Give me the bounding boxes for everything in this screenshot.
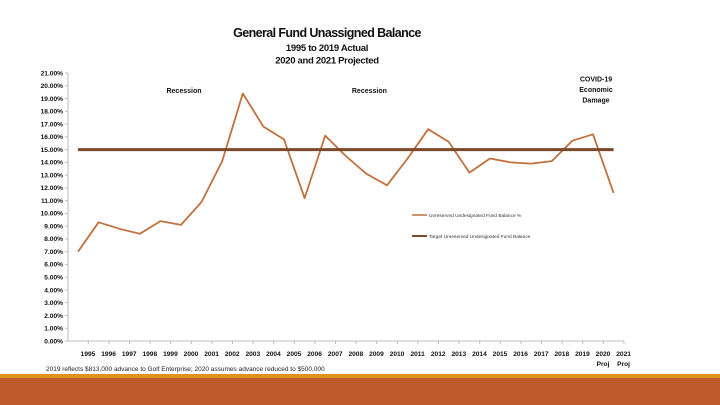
y-tick-label: 17.00% (41, 121, 64, 128)
y-tick-label: 11.00% (41, 198, 63, 205)
x-tick-label: 1999 (163, 351, 178, 358)
y-tick-label: 13.00% (41, 172, 64, 179)
x-tick-label: 2008 (348, 351, 363, 358)
x-tick-label: 2019 (575, 351, 590, 358)
y-tick-label: 1.00% (44, 326, 63, 333)
chart-annotation: Economic (579, 87, 613, 94)
x-tick-label: 2000 (184, 351, 199, 358)
y-tick-label: 18.00% (41, 109, 64, 116)
y-tick-label: 0.00% (44, 338, 63, 345)
legend-label: Target Unreserved Undesignated Fund Bala… (429, 234, 531, 240)
y-tick-label: 3.00% (44, 300, 63, 307)
footer-accent-bar (0, 374, 720, 378)
y-tick-label: 5.00% (44, 275, 63, 282)
chart-annotation: COVID-19 (580, 76, 612, 83)
y-tick-label: 15.00% (41, 147, 64, 154)
x-tick-label: 1995 (81, 351, 96, 358)
chart-annotation: Recession (352, 88, 387, 95)
x-tick-label: 2009 (369, 351, 384, 358)
x-tick-label: 2012 (431, 351, 446, 358)
x-tick-label: 2005 (287, 351, 302, 358)
chart-annotation: Damage (582, 97, 609, 104)
footer-note: 2019 reflects $813,000 advance to Golf E… (46, 366, 325, 373)
x-tick-label: 2013 (451, 351, 466, 358)
x-tick-label: 2006 (307, 351, 322, 358)
plot-area: 0.00% 1.00% 2.00% 3.00% 4.00% 5.00% 6.00% 7.00%… (41, 70, 632, 368)
chart-subtitle-line-1: 1995 to 2019 Actual (286, 43, 368, 54)
chart-subtitle-line-2: 2020 and 2021 Projected (275, 56, 379, 67)
footer-bar (0, 378, 720, 405)
x-tick-label: 2017 (534, 351, 549, 358)
y-tick-label: 16.00% (41, 134, 64, 141)
x-tick-label: 2004 (266, 351, 281, 358)
legend-label: Unreserved Undesignated Fund Balance % (429, 213, 522, 219)
x-tick-label: 2002 (225, 351, 240, 358)
x-tick-label: 2003 (245, 351, 260, 358)
x-tick-label: 2014 (472, 351, 487, 358)
y-tick-label: 8.00% (44, 236, 63, 243)
y-tick-label: 6.00% (44, 262, 63, 269)
y-tick-label: 12.00% (41, 185, 64, 192)
x-tick-label: 2010 (390, 351, 405, 358)
x-tick-sublabel: Proj (597, 361, 610, 368)
chart-annotation: Recession (166, 88, 201, 95)
y-tick-label: 14.00% (41, 160, 64, 167)
y-tick-label: 20.00% (41, 83, 64, 90)
y-tick-label: 4.00% (44, 287, 63, 294)
x-tick-sublabel: Proj (617, 361, 630, 368)
y-tick-label: 2.00% (44, 313, 63, 320)
x-tick-label: 1996 (101, 351, 116, 358)
y-tick-label: 21.00% (41, 70, 64, 77)
x-tick-label: 2021 (616, 351, 631, 358)
y-tick-label: 9.00% (44, 223, 63, 230)
series-line-fund-balance (77, 92, 615, 253)
x-tick-label: 2015 (493, 351, 508, 358)
chart-title: General Fund Unassigned Balance (233, 26, 421, 40)
x-tick-label: 2016 (513, 351, 528, 358)
y-tick-label: 10.00% (41, 211, 64, 218)
x-tick-label: 1998 (142, 351, 157, 358)
x-tick-label: 2020 (596, 351, 611, 358)
y-tick-label: 7.00% (44, 249, 63, 256)
x-tick-label: 2007 (328, 351, 343, 358)
x-tick-label: 2018 (554, 351, 569, 358)
x-tick-label: 2011 (410, 351, 425, 358)
y-tick-label: 19.00% (41, 96, 64, 103)
x-tick-label: 1997 (122, 351, 137, 358)
x-tick-label: 2001 (204, 351, 219, 358)
